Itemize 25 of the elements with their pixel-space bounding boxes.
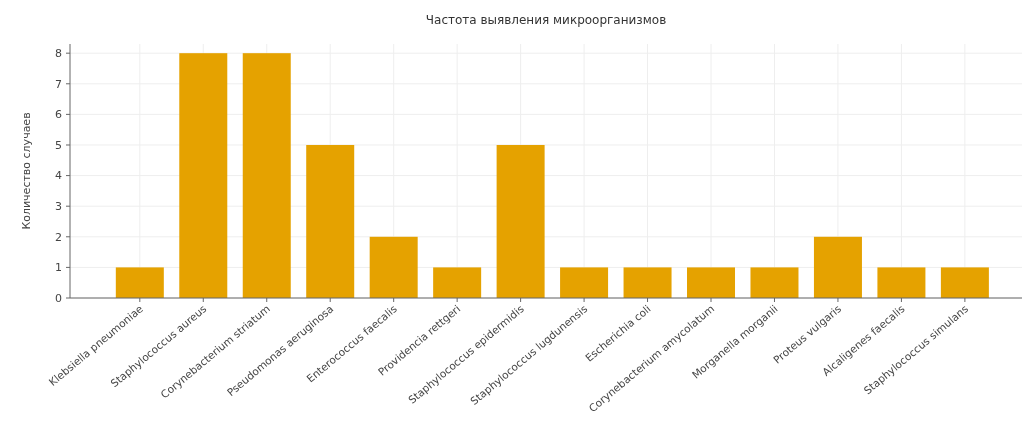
y-tick-label: 7 — [55, 77, 62, 91]
y-axis-title: Количество случаев — [20, 112, 33, 230]
bar — [813, 236, 862, 298]
bar — [750, 267, 799, 298]
chart-title: Частота выявления микроорганизмов — [425, 13, 667, 27]
bar — [115, 267, 164, 298]
bar — [306, 144, 355, 298]
bar — [687, 267, 736, 298]
bar — [369, 236, 418, 298]
y-tick-label: 6 — [55, 108, 62, 122]
bar — [560, 267, 609, 298]
y-tick-label: 3 — [55, 200, 62, 214]
bar — [940, 267, 989, 298]
y-tick-label: 8 — [55, 47, 62, 61]
bar — [179, 53, 228, 298]
y-tick-label: 5 — [55, 138, 62, 152]
y-tick-label: 1 — [55, 261, 62, 275]
y-tick-label: 0 — [55, 291, 62, 305]
bar — [433, 267, 482, 298]
y-tick-label: 4 — [55, 169, 62, 183]
bar — [877, 267, 926, 298]
y-tick-label: 2 — [55, 230, 62, 244]
bar — [623, 267, 672, 298]
bar — [496, 144, 545, 298]
bar — [242, 53, 291, 298]
